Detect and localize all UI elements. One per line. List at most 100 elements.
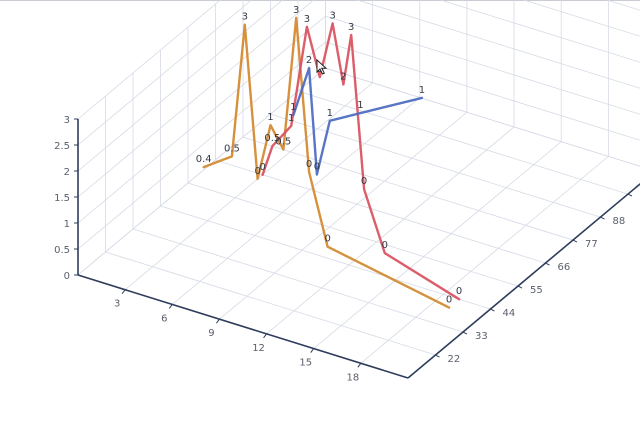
side-wall-grid [325, 0, 640, 167]
x-tick-label: 3 [114, 299, 120, 310]
side-wall-gridline [522, 0, 640, 37]
data-label: 2 [340, 71, 346, 82]
data-label: 3 [304, 14, 310, 25]
x-tick-mark [121, 289, 126, 295]
floor-gridline [124, 82, 373, 291]
floor-gridline [215, 159, 546, 264]
axes [77, 119, 640, 379]
floor-gridline [407, 183, 640, 379]
z-tick-label: 3 [64, 115, 70, 126]
floor-gridline [132, 228, 464, 333]
z-tick-label: 2 [64, 167, 70, 178]
back-wall-gridline [77, 0, 221, 120]
floor-gridline [219, 111, 468, 320]
series-line-3 [292, 66, 424, 176]
y-tick-mark [627, 193, 633, 197]
data-label: 3 [242, 12, 248, 23]
floor-gridline [160, 205, 491, 310]
y-tick-label: 66 [557, 262, 570, 273]
y-tick-label: 33 [475, 331, 488, 342]
side-wall-gridline [325, 67, 640, 167]
floor-gridline [77, 67, 326, 276]
series-lines [202, 16, 461, 309]
side-wall-gridline [325, 41, 640, 141]
x-tick-label: 12 [252, 343, 265, 354]
top-border [0, 0, 640, 1]
x-tick-mark [216, 318, 220, 324]
back-wall-gridline [77, 0, 284, 172]
x-tick-label: 18 [346, 372, 359, 383]
data-label: 3 [329, 10, 335, 21]
back-wall-gridline [77, 0, 253, 146]
z-tick-label: 1 [64, 219, 70, 230]
data-label: 1 [419, 85, 425, 96]
x-tick-mark [263, 333, 267, 339]
z-axis-ticks: 0 0.5 1 1.5 2 2.5 3 [54, 115, 78, 282]
x-tick-label: 15 [299, 358, 312, 369]
z-tick-label: 0 [64, 271, 70, 282]
data-label: 0.4 [196, 154, 212, 165]
y-tick-mark [545, 262, 550, 266]
mouse-cursor-icon [316, 59, 328, 75]
series-line-1 [202, 16, 451, 309]
data-label: 0.5 [224, 143, 240, 154]
y-tick-label: 77 [585, 239, 598, 250]
y-tick-mark [435, 354, 440, 358]
back-wall-gridline [77, 0, 315, 198]
y-tick-label: 44 [502, 308, 515, 319]
data-label: 0 [456, 286, 462, 297]
data-label: 1 [288, 113, 294, 124]
side-wall-gridline [355, 0, 640, 89]
data-label: 1 [357, 100, 363, 111]
x-tick-label: 9 [208, 328, 214, 339]
x-tick-mark [168, 304, 173, 309]
data-label: 0 [361, 176, 367, 187]
data-label: 1 [267, 112, 273, 123]
data-label: 2 [306, 55, 312, 66]
floor-gridline [242, 136, 574, 241]
y-tick-label: 22 [447, 354, 460, 365]
data-label: 0 [254, 166, 260, 177]
floor-gridline [360, 156, 609, 364]
back-wall-gridline [77, 41, 326, 250]
x-axis-ticks: 3 6 9 12 15 18 [114, 289, 362, 383]
y-tick-mark [600, 216, 605, 220]
y-tick-label: 55 [530, 285, 543, 296]
floor-gridline [313, 141, 562, 349]
series-line-2 [261, 22, 461, 301]
z-tick-label: 2.5 [54, 141, 70, 152]
y-axis-ticks: 2233445566778899 [435, 193, 640, 365]
floor-gridline [325, 67, 640, 167]
floor-gridline [266, 126, 515, 335]
y-tick-label: 88 [612, 216, 625, 227]
data-label: 3 [348, 22, 354, 33]
z-tick-label: 1.5 [54, 193, 70, 204]
y-tick-mark [517, 285, 523, 289]
y-tick-mark [462, 331, 468, 335]
floor-gridline [297, 90, 629, 195]
back-wall-gridline [77, 15, 326, 224]
data-label: 1 [327, 108, 333, 119]
x-tick-label: 6 [161, 313, 167, 324]
x-tick-mark [357, 362, 362, 368]
data-label: 3 [293, 5, 299, 16]
data-label: 0 [259, 162, 265, 173]
floor-gridline [270, 113, 601, 218]
data-label: 0 [306, 159, 312, 170]
side-wall-gridline [325, 15, 640, 115]
data-label: 0 [314, 161, 320, 172]
y-tick-mark [572, 239, 578, 243]
data-label: 0.5 [264, 133, 280, 144]
data-label: 0 [382, 240, 388, 251]
data-label: 0.5 [275, 136, 291, 147]
x-tick-mark [310, 348, 315, 353]
data-label: 0 [324, 234, 330, 245]
x-axis-line [77, 274, 409, 379]
floor-gridline [105, 251, 436, 356]
side-wall-gridline [439, 0, 640, 63]
y-tick-mark [490, 308, 495, 312]
floor-gridline [172, 97, 421, 305]
